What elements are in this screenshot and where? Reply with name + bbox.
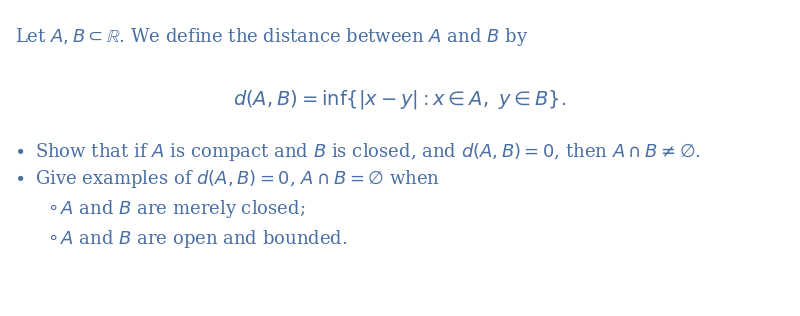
Text: $\circ$: $\circ$ — [47, 198, 58, 216]
Text: $\bullet$: $\bullet$ — [14, 141, 24, 159]
Text: Give examples of $d(A, B) = 0$, $A \cap B = \varnothing$ when: Give examples of $d(A, B) = 0$, $A \cap … — [35, 168, 440, 190]
Text: $A$ and $B$ are open and bounded.: $A$ and $B$ are open and bounded. — [60, 228, 347, 250]
Text: Show that if $A$ is compact and $B$ is closed, and $d(A, B) = 0$, then $A \cap B: Show that if $A$ is compact and $B$ is c… — [35, 141, 701, 163]
Text: $A$ and $B$ are merely closed;: $A$ and $B$ are merely closed; — [60, 198, 306, 220]
Text: Let $A, B \subset \mathbb{R}$. We define the distance between $A$ and $B$ by: Let $A, B \subset \mathbb{R}$. We define… — [15, 26, 528, 48]
Text: $\circ$: $\circ$ — [47, 228, 58, 246]
Text: $d(A, B) = \mathrm{inf}\{|x - y| : x \in A,\ y \in B\}.$: $d(A, B) = \mathrm{inf}\{|x - y| : x \in… — [234, 88, 566, 111]
Text: $\bullet$: $\bullet$ — [14, 168, 24, 186]
